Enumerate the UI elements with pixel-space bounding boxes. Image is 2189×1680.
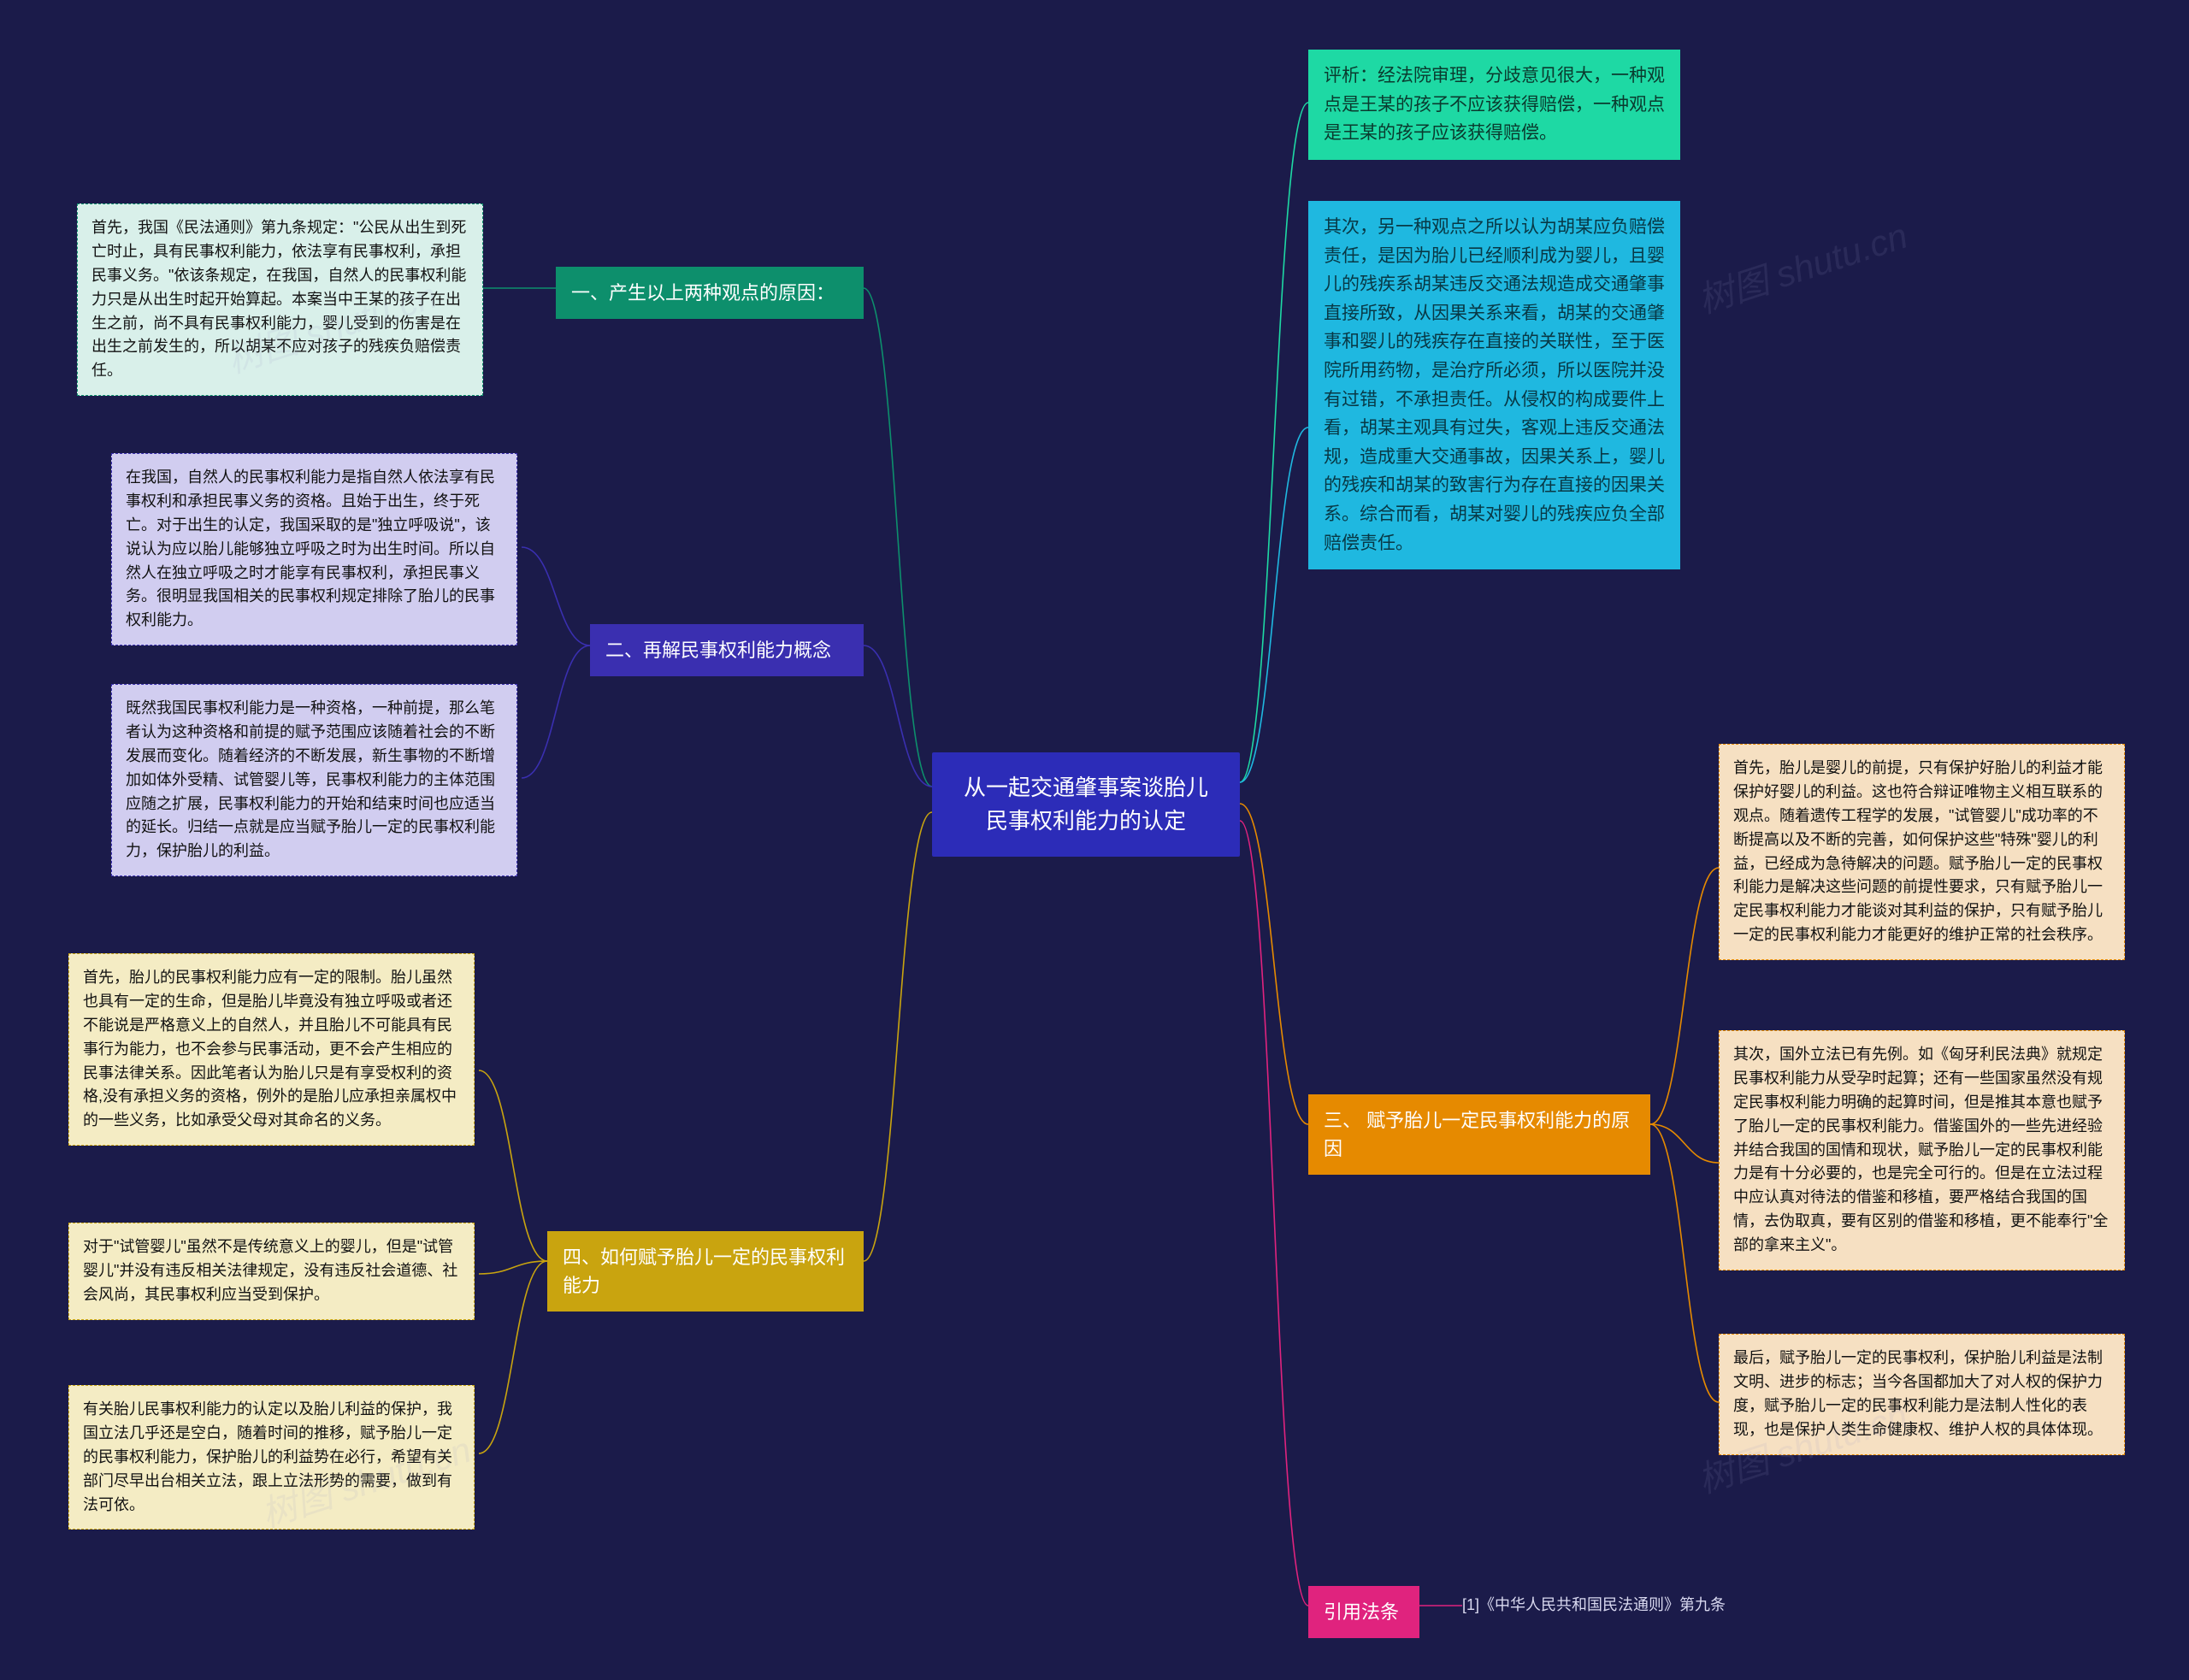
watermark: 树图 shutu.cn — [1690, 207, 1914, 324]
branch-b2[interactable]: 二、再解民事权利能力概念 — [590, 624, 864, 676]
connector-path — [864, 812, 932, 1261]
connector-path — [1240, 427, 1308, 782]
connector-path — [522, 645, 590, 778]
leaf-b3-0: 首先，胎儿是婴儿的前提，只有保护好胎儿的利益才能保护好婴儿的利益。这也符合辩证唯… — [1719, 744, 2125, 960]
connector-path — [1240, 103, 1308, 782]
branch-b_cite[interactable]: 引用法条 — [1308, 1586, 1419, 1638]
leaf-b2-1: 既然我国民事权利能力是一种资格，一种前提，那么笔者认为这种资格和前提的赋予范围应… — [111, 684, 517, 876]
leaf-b3-2: 最后，赋予胎儿一定的民事权利，保护胎儿利益是法制文明、进步的标志；当今各国都加大… — [1719, 1334, 2125, 1455]
connector-path — [522, 547, 590, 645]
connector-path — [1240, 821, 1308, 1606]
connector-path — [864, 645, 932, 787]
connector-path — [1650, 1124, 1719, 1163]
leaf-b_cite-0: [1]《中华人民共和国民法通则》第九条 — [1462, 1590, 1787, 1621]
leaf-b4-0: 首先，胎儿的民事权利能力应有一定的限制。胎儿虽然也具有一定的生命，但是胎儿毕竟没… — [68, 953, 475, 1146]
leaf-b2-0: 在我国，自然人的民事权利能力是指自然人依法享有民事权利和承担民事义务的资格。且始… — [111, 453, 517, 645]
connector-path — [479, 1070, 547, 1261]
connector-path — [864, 288, 932, 787]
leaf-b4-1: 对于"试管婴儿"虽然不是传统意义上的婴儿，但是"试管婴儿"并没有违反相关法律规定… — [68, 1223, 475, 1320]
leaf-b1-0: 首先，我国《民法通则》第九条规定："公民从出生到死亡时止，具有民事权利能力，依法… — [77, 203, 483, 396]
connector-path — [479, 1261, 547, 1274]
leaf-b3-1: 其次，国外立法已有先例。如《匈牙利民法典》就规定民事权利能力从受孕时起算；还有一… — [1719, 1030, 2125, 1270]
center-node: 从一起交通肇事案谈胎儿民事权利能力的认定 — [932, 752, 1240, 857]
branch-b1[interactable]: 一、产生以上两种观点的原因： — [556, 267, 864, 319]
connector-path — [479, 1261, 547, 1453]
branch-b3[interactable]: 三、 赋予胎儿一定民事权利能力的原因 — [1308, 1094, 1650, 1175]
branch-b_eval[interactable]: 评析：经法院审理，分歧意见很大，一种观点是王某的孩子不应该获得赔偿，一种观点是王… — [1308, 50, 1680, 160]
leaf-b4-2: 有关胎儿民事权利能力的认定以及胎儿利益的保护，我国立法几乎还是空白，随着时间的推… — [68, 1385, 475, 1530]
connector-path — [1650, 1124, 1719, 1402]
branch-b4[interactable]: 四、如何赋予胎儿一定的民事权利能力 — [547, 1231, 864, 1312]
branch-b_second[interactable]: 其次，另一种观点之所以认为胡某应负赔偿责任，是因为胎儿已经顺利成为婴儿，且婴儿的… — [1308, 201, 1680, 569]
connector-path — [1240, 804, 1308, 1124]
connector-path — [1650, 868, 1719, 1124]
